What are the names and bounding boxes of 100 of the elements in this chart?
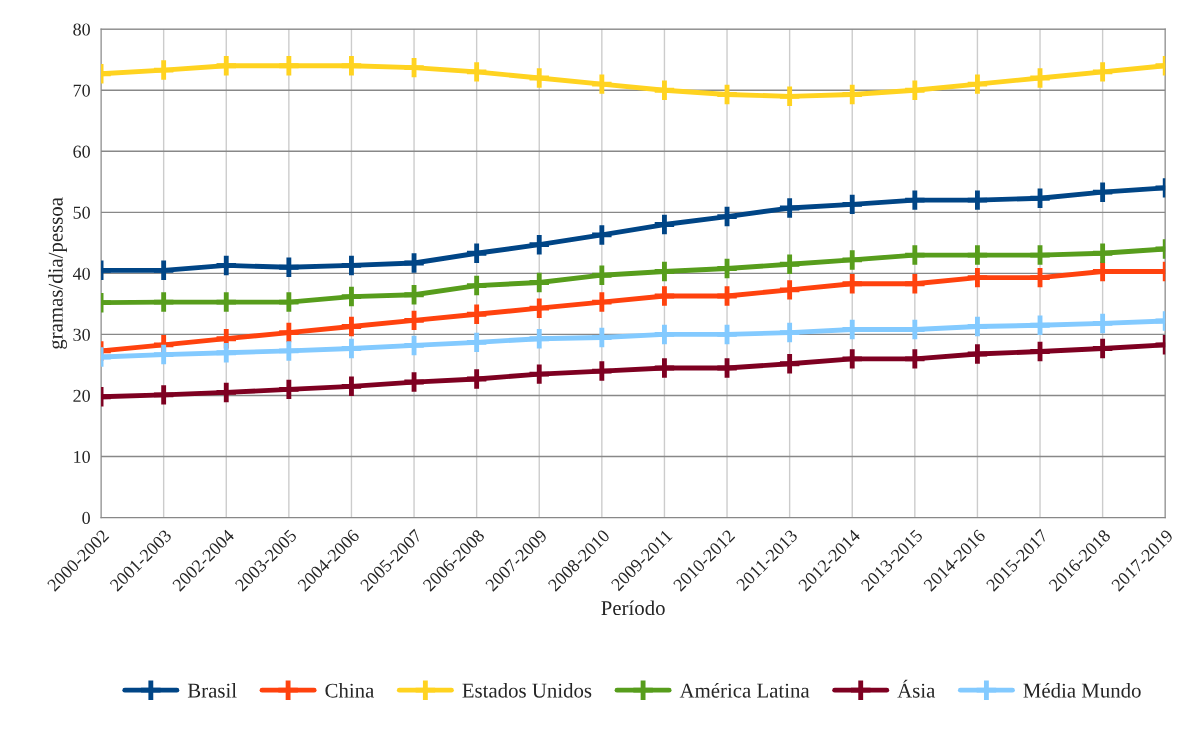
- point: [401, 333, 427, 358]
- point: [527, 270, 552, 295]
- point: [527, 361, 552, 387]
- point: [965, 187, 990, 213]
- point: [840, 82, 865, 107]
- point: [151, 258, 176, 283]
- point: [339, 53, 364, 78]
- point: [1027, 186, 1053, 211]
- point: [214, 380, 239, 405]
- point: [965, 341, 990, 367]
- point: [527, 296, 552, 321]
- point: [401, 369, 427, 395]
- point: [339, 336, 364, 361]
- point: [339, 374, 364, 399]
- point: [965, 314, 990, 339]
- point: [589, 71, 614, 97]
- point: [151, 57, 176, 83]
- point: [902, 242, 927, 268]
- y-tick-label: 80: [73, 23, 90, 36]
- point: [464, 241, 489, 266]
- point: [652, 322, 677, 347]
- legend-label: América Latina: [679, 682, 810, 698]
- point: [151, 382, 176, 408]
- point: [777, 277, 802, 303]
- point: [339, 253, 364, 278]
- point: [151, 342, 176, 367]
- point: [527, 232, 552, 257]
- legend-label: Estados Unidos: [462, 683, 592, 698]
- point: [214, 253, 239, 278]
- point: [464, 366, 489, 392]
- point: [1027, 265, 1053, 290]
- point: [589, 358, 614, 384]
- point: [902, 78, 927, 103]
- point: [714, 204, 740, 229]
- point: [589, 289, 614, 315]
- point: [1090, 311, 1115, 336]
- point: [777, 351, 802, 376]
- point: [965, 265, 990, 290]
- point: [589, 263, 614, 288]
- point: [589, 325, 614, 350]
- point: [276, 377, 302, 402]
- point: [401, 308, 427, 333]
- point: [401, 55, 427, 80]
- point: [1027, 242, 1053, 268]
- point: [652, 212, 677, 237]
- point: [1090, 336, 1115, 361]
- point: [714, 322, 740, 347]
- point: [965, 242, 990, 268]
- legend-label: Ásia: [897, 679, 936, 698]
- point: [527, 65, 552, 91]
- point: [840, 192, 865, 217]
- point: [777, 195, 802, 221]
- point: [714, 82, 740, 107]
- point: [276, 338, 302, 364]
- point: [652, 259, 677, 284]
- point: [214, 53, 239, 78]
- point: [527, 326, 552, 351]
- point: [1027, 339, 1053, 364]
- point: [401, 250, 427, 276]
- y-tick-label: 20: [73, 389, 90, 402]
- legend-label: Média Mundo: [1023, 682, 1141, 698]
- point: [777, 84, 802, 109]
- point: [652, 78, 677, 103]
- x-axis-title: Período: [601, 600, 665, 616]
- point: [777, 320, 802, 345]
- point: [652, 355, 677, 381]
- y-tick-label: 70: [73, 84, 90, 97]
- point: [1090, 241, 1115, 266]
- point: [1027, 313, 1053, 338]
- point: [714, 355, 740, 381]
- point: [589, 222, 614, 248]
- point: [214, 340, 239, 365]
- y-tick-label: 40: [72, 267, 90, 280]
- point: [840, 247, 865, 273]
- point: [902, 346, 927, 371]
- point: [464, 330, 489, 355]
- point: [777, 252, 802, 277]
- point: [276, 289, 302, 315]
- point: [151, 289, 176, 315]
- y-tick-label: 30: [73, 328, 90, 341]
- point: [214, 289, 239, 315]
- y-tick-label: 0: [82, 511, 90, 525]
- y-tick-label: 50: [73, 206, 90, 219]
- point: [464, 302, 489, 327]
- point: [339, 314, 364, 339]
- y-axis-title: gramas/dia/pessoa: [48, 197, 68, 349]
- point: [401, 282, 427, 307]
- point: [339, 284, 364, 309]
- point: [464, 273, 489, 298]
- point: [965, 71, 990, 97]
- point: [276, 255, 302, 280]
- point: [902, 187, 927, 213]
- point: [840, 271, 865, 296]
- y-tick-label: 10: [74, 450, 90, 463]
- point: [1090, 59, 1115, 85]
- point: [902, 271, 927, 296]
- y-tick-label: 60: [73, 145, 90, 158]
- legend-label: Brasil: [187, 683, 237, 698]
- point: [652, 283, 677, 309]
- point: [1090, 180, 1115, 205]
